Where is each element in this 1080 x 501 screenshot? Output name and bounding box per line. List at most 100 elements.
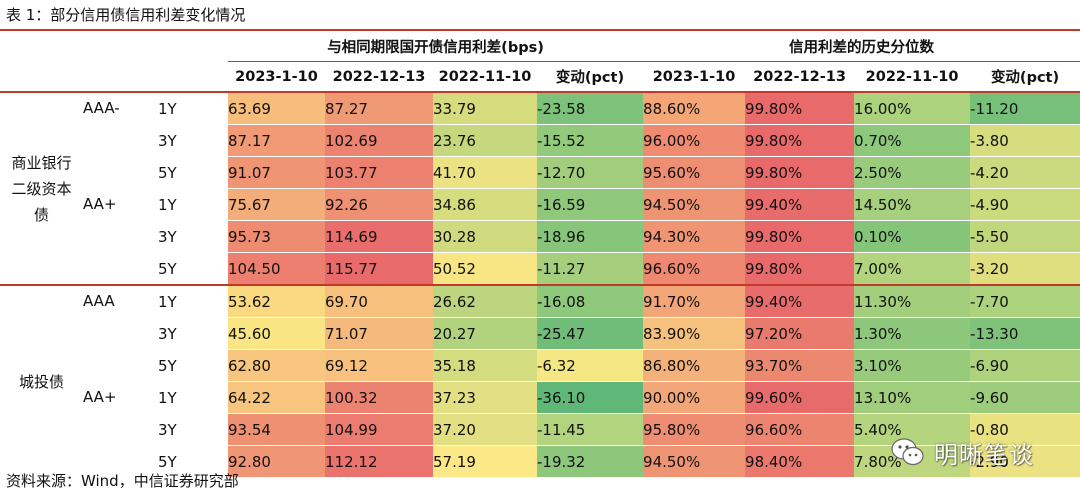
value-cell: -11.27 [537,252,644,286]
value-cell: -36.10 [537,381,644,414]
wechat-icon [890,435,926,469]
value-cell: -2.90 [970,445,1080,478]
rating-label: AAA- [83,92,158,189]
table-row: 3Y 87.17 102.69 23.76 -15.52 96.00% 99.80% 0.70… [0,124,1080,157]
value-cell: 86.80% [643,349,746,382]
value-cell: 91.70% [643,284,746,318]
value-cell: 13.10% [854,381,971,414]
table-caption: 表 1：部分信用债信用利差变化情况 [6,6,246,24]
value-cell: 23.76 [433,124,537,157]
value-cell: 2.50% [854,156,971,189]
column-header: 变动(pct) [970,61,1080,93]
value-cell: 94.30% [643,220,746,253]
value-cell: 87.27 [325,92,433,125]
value-cell: 34.86 [433,188,537,221]
table-row: AA+ 1Y 64.22 100.32 37.23 -36.10 90.00% 99.60% 1… [0,381,1080,478]
table-row: 5Y 104.50 115.77 50.52 -11.27 96.60% 99.80% 7.0… [0,252,1080,286]
value-cell: -15.52 [537,124,644,157]
column-header: 2023-1-10 [228,61,325,93]
column-header: 2022-11-10 [433,61,537,93]
rating-label: AA+ [83,381,158,478]
value-cell: 104.50 [228,252,325,286]
tenor-cell: 3Y [158,413,228,446]
column-header: 2022-11-10 [854,61,971,93]
value-cell: 99.40% [745,284,855,318]
column-header: 2023-1-10 [643,61,746,93]
rating-label: AA+ [83,188,158,286]
value-cell: 0.70% [854,124,971,157]
value-cell: -0.80 [970,413,1080,446]
value-cell: 115.77 [325,252,433,286]
value-cell: -16.08 [537,284,644,318]
value-cell: -11.45 [537,413,644,446]
value-cell: -4.90 [970,188,1080,221]
value-cell: 99.80% [745,252,855,286]
tenor-cell: 3Y [158,220,228,253]
value-cell: 41.70 [433,156,537,189]
value-cell: 69.12 [325,349,433,382]
value-cell: 35.18 [433,349,537,382]
tenor-cell: 5Y [158,349,228,382]
value-cell: 96.00% [643,124,746,157]
value-cell: -3.80 [970,124,1080,157]
value-cell: 83.90% [643,317,746,350]
value-cell: -25.47 [537,317,644,350]
value-cell: 37.23 [433,381,537,414]
tenor-cell: 5Y [158,252,228,286]
value-cell: -3.20 [970,252,1080,286]
value-cell: 50.52 [433,252,537,286]
value-cell: 57.19 [433,445,537,478]
value-cell: 92.80 [228,445,325,478]
value-cell: 71.07 [325,317,433,350]
table-row: 城投债 AAA 1Y 53.62 69.70 26.62 -16.08 91.70% 99.40… [0,284,1080,478]
value-cell: 45.60 [228,317,325,350]
value-cell: 99.80% [745,220,855,253]
tenor-cell: 1Y [158,381,228,414]
value-cell: 90.00% [643,381,746,414]
value-cell: 37.20 [433,413,537,446]
value-cell: 87.17 [228,124,325,157]
value-cell: -13.30 [970,317,1080,350]
value-cell: 75.67 [228,188,325,221]
value-cell: 5.40% [854,413,971,446]
value-cell: -11.20 [970,92,1080,125]
table-row: 商业银行 二级资本债 AAA- 1Y 63.69 87.27 33.79 -23.58 88.6… [0,92,1080,286]
value-cell: 91.07 [228,156,325,189]
value-cell: 94.50% [643,188,746,221]
tenor-cell: 5Y [158,156,228,189]
value-cell: 63.69 [228,92,325,125]
value-cell: 53.62 [228,284,325,318]
value-cell: 96.60% [643,252,746,286]
section-label: 城投债 [0,284,83,478]
table-row: AA+ 1Y 75.67 92.26 34.86 -16.59 94.50% 99.40% 14… [0,188,1080,286]
table-row: 3Y 93.54 104.99 37.20 -11.45 95.80% 96.60% 5.40… [0,413,1080,446]
value-cell: -19.32 [537,445,644,478]
credit-spread-table: 与相同期限国开债信用利差(bps) 信用利差的历史分位数 2023-1-10 2… [0,29,1080,478]
group-header-percentile: 信用利差的历史分位数 [643,29,1080,62]
value-cell: 99.80% [745,156,855,189]
value-cell: 100.32 [325,381,433,414]
value-cell: -9.60 [970,381,1080,414]
watermark: 明晰笔谈 [890,432,1075,472]
table-row: 3Y 95.73 114.69 30.28 -18.96 94.30% 99.80% 0.10… [0,220,1080,253]
value-cell: -6.32 [537,349,644,382]
value-cell: 30.28 [433,220,537,253]
table-row: 3Y 45.60 71.07 20.27 -25.47 83.90% 97.20% 1.30%… [0,317,1080,350]
value-cell: -23.58 [537,92,644,125]
value-cell: -6.90 [970,349,1080,382]
value-cell: 99.80% [745,92,855,125]
value-cell: 69.70 [325,284,433,318]
tenor-cell: 3Y [158,317,228,350]
value-cell: 95.80% [643,413,746,446]
column-header: 2022-12-13 [745,61,855,93]
column-header-row: 2023-1-10 2022-12-13 2022-11-10 变动(pct) … [0,61,1080,93]
value-cell: 93.70% [745,349,855,382]
value-cell: -4.20 [970,156,1080,189]
column-header: 变动(pct) [537,61,644,93]
value-cell: 62.80 [228,349,325,382]
value-cell: 97.20% [745,317,855,350]
value-cell: 92.26 [325,188,433,221]
value-cell: -18.96 [537,220,644,253]
value-cell: 99.80% [745,124,855,157]
value-cell: 99.40% [745,188,855,221]
